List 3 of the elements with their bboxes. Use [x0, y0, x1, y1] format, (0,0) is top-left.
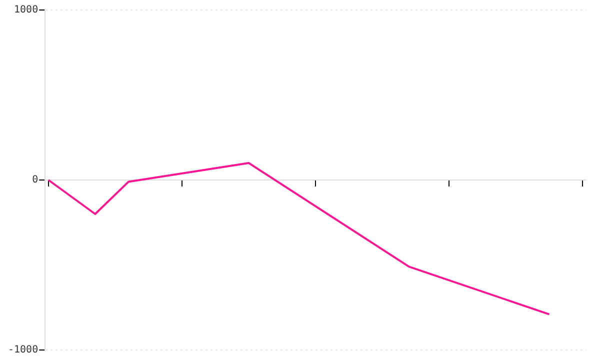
- y-tick-label: 1000: [14, 4, 38, 16]
- y-tick-label: -1000: [8, 344, 38, 356]
- y-tick-label: 0: [32, 174, 38, 186]
